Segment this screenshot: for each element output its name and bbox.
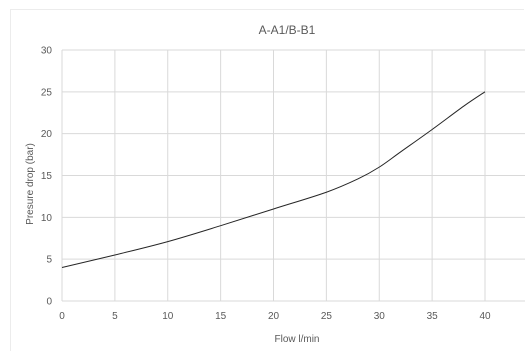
x-tick-label: 30: [374, 311, 386, 322]
grid-layer: [61, 49, 525, 302]
series-line: [61, 91, 486, 269]
chart-container: 0 5 10 15 20 25 30 0 5 10 15 20 25 30 35 40 A-A1/B-B1 F…: [10, 9, 525, 351]
y-axis-title: Presure drop (bar): [25, 143, 36, 225]
x-axis-title: Flow l/min: [274, 334, 319, 345]
y-tick-label: 10: [41, 213, 53, 224]
x-tick-label: 10: [162, 311, 174, 322]
y-tick-label: 0: [46, 297, 52, 308]
x-tick-label: 35: [427, 311, 439, 322]
x-tick-label: 20: [268, 311, 280, 322]
chart-svg: 0 5 10 15 20 25 30 0 5 10 15 20 25 30 35 40 A-A1/B-B1 F…: [25, 23, 525, 345]
y-tick-label: 20: [41, 129, 53, 140]
x-tick-label: 5: [112, 311, 118, 322]
y-tick-label: 30: [41, 46, 53, 57]
axis-layer: 0 5 10 15 20 25 30 0 5 10 15 20 25 30 35 40: [41, 46, 491, 323]
x-tick-label: 0: [59, 311, 65, 322]
x-tick-label: 15: [215, 311, 227, 322]
x-tick-label: 25: [321, 311, 333, 322]
chart-title: A-A1/B-B1: [259, 23, 316, 37]
y-tick-label: 15: [41, 171, 53, 182]
y-tick-label: 25: [41, 87, 53, 98]
x-tick-label: 40: [479, 311, 491, 322]
y-tick-label: 5: [46, 255, 52, 266]
series-layer: [61, 91, 486, 269]
